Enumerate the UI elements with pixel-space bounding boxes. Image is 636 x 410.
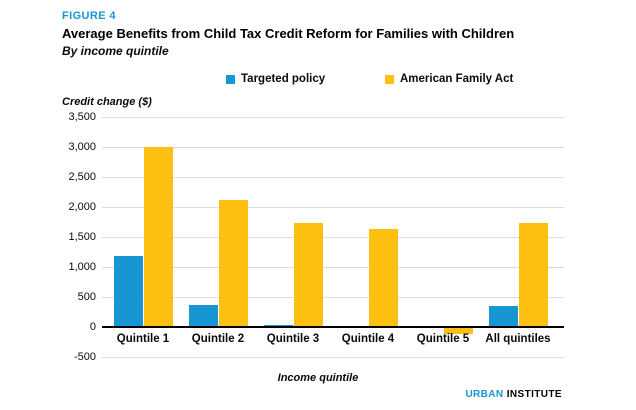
y-tick-label: 3,500	[68, 111, 96, 123]
y-tick-label: 500	[77, 291, 96, 303]
gridline	[102, 357, 564, 358]
y-tick-label: 2,000	[68, 201, 96, 213]
targeted-policy-swatch-icon	[226, 74, 235, 84]
bar-american-family-act-quintile-4	[368, 229, 398, 327]
american-family-act-swatch-icon	[385, 74, 394, 84]
y-tick-label: -500	[73, 351, 96, 363]
bar-american-family-act-quintile-5	[443, 328, 473, 334]
category-label-quintile-1: Quintile 1	[116, 333, 170, 345]
bar-targeted-policy-quintile-2	[188, 305, 218, 327]
legend-item-american-family-act: American Family Act	[385, 72, 513, 86]
bar-targeted-policy-quintile-1	[113, 255, 143, 327]
bar-american-family-act-quintile-2	[218, 200, 248, 327]
x-axis-title: Income quintile	[277, 372, 359, 384]
category-label-quintile-2: Quintile 2	[191, 333, 245, 345]
chart-subtitle: By income quintile	[62, 44, 169, 58]
gridline	[102, 177, 564, 178]
logo-urban-text: URBAN	[465, 389, 504, 400]
gridline	[102, 237, 564, 238]
figure-label: FIGURE 4	[62, 10, 116, 22]
y-tick-label: 3,000	[68, 141, 96, 153]
gridline	[102, 207, 564, 208]
legend-item-targeted-policy: Targeted policy	[226, 72, 325, 86]
y-tick-label: 2,500	[68, 171, 96, 183]
bar-american-family-act-all-quintiles	[518, 222, 548, 327]
bar-targeted-policy-quintile-3	[263, 324, 293, 327]
urban-institute-logo: URBAN INSTITUTE	[465, 389, 562, 400]
y-tick-label: 1,500	[68, 231, 96, 243]
chart-title: Average Benefits from Child Tax Credit R…	[62, 26, 515, 41]
y-tick-label: 1,000	[68, 261, 96, 273]
y-axis-title: Credit change ($)	[62, 96, 152, 108]
gridline	[102, 297, 564, 298]
gridline	[102, 117, 564, 118]
category-label-all-quintiles: All quintiles	[485, 333, 551, 345]
gridline	[102, 267, 564, 268]
category-label-quintile-4: Quintile 4	[341, 333, 395, 345]
legend-label-american-family-act: American Family Act	[400, 73, 514, 85]
legend-label-targeted-policy: Targeted policy	[241, 73, 326, 85]
gridline	[102, 147, 564, 148]
category-label-quintile-5: Quintile 5	[416, 333, 470, 345]
category-label-quintile-3: Quintile 3	[266, 333, 320, 345]
y-tick-label: 0	[89, 321, 96, 333]
logo-institute-text: INSTITUTE	[506, 389, 562, 400]
plot-area: Quintile 1 Quintile 2 Quintile 3 Quintile 4…	[102, 117, 564, 362]
bar-targeted-policy-all-quintiles	[488, 306, 518, 327]
bar-american-family-act-quintile-1	[143, 147, 173, 327]
x-axis-zero-line	[102, 326, 564, 328]
bar-american-family-act-quintile-3	[293, 223, 323, 327]
y-axis-ticks: 3,500 3,000 2,500 2,000 1,500 1,000 500 0 -500	[30, 0, 96, 410]
